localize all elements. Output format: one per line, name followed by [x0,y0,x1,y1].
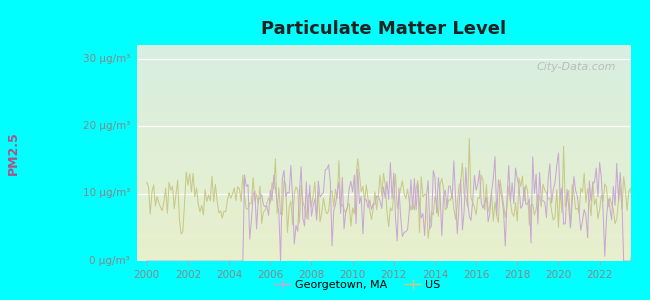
Title: Particulate Matter Level: Particulate Matter Level [261,20,506,38]
Text: 0 μg/m³: 0 μg/m³ [89,256,130,266]
Text: 10 μg/m³: 10 μg/m³ [83,188,130,199]
Text: PM2.5: PM2.5 [6,131,20,175]
Text: 30 μg/m³: 30 μg/m³ [83,53,130,64]
Legend: Georgetown, MA, US: Georgetown, MA, US [270,276,445,294]
Text: 20 μg/m³: 20 μg/m³ [83,121,130,131]
Text: City-Data.com: City-Data.com [536,62,616,72]
